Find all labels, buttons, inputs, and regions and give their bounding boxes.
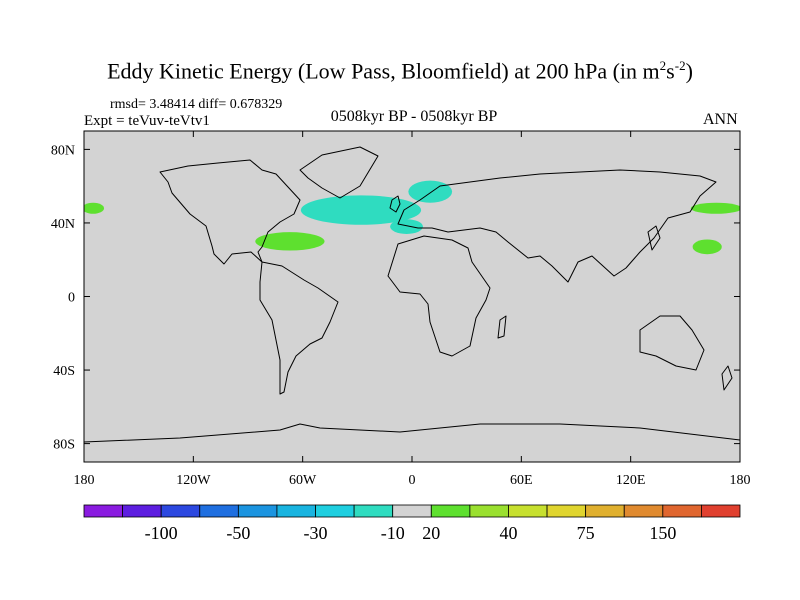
coast-south-america xyxy=(259,261,339,395)
lon-tick-label: 180 xyxy=(730,473,751,488)
coastlines xyxy=(84,146,740,443)
coast-africa xyxy=(387,235,491,357)
colorbar-swatch xyxy=(237,504,278,518)
anomaly-north-pacific-west-positive xyxy=(690,202,740,214)
lat-tick-label: 40N xyxy=(51,217,75,232)
lon-tick-label: 120W xyxy=(176,473,211,488)
colorbar-label: -100 xyxy=(145,523,178,543)
colorbar-swatch xyxy=(392,504,432,518)
plot-title: Eddy Kinetic Energy (Low Pass, Bloomfiel… xyxy=(107,58,693,84)
colorbar-swatch xyxy=(315,504,355,518)
season-label: ANN xyxy=(703,111,738,128)
anomaly-mediterranean-negative xyxy=(390,219,423,234)
colorbar-label: -10 xyxy=(381,523,405,543)
anomaly-north-pacific-east-positive xyxy=(84,202,105,214)
coast-australia xyxy=(639,315,705,371)
colorbar-swatch xyxy=(585,504,625,518)
colorbar-label: 150 xyxy=(649,523,676,543)
colorbar-swatch xyxy=(508,504,548,518)
lat-tick-label: 80S xyxy=(53,438,75,453)
coast-europe-asia xyxy=(397,169,717,283)
coast-new-zealand xyxy=(721,365,733,391)
colorbar-label: -50 xyxy=(226,523,250,543)
colorbar-swatch xyxy=(662,504,702,518)
colorbar-swatch xyxy=(122,504,162,518)
map-background xyxy=(84,131,740,462)
lon-tick-label: 60E xyxy=(510,473,533,488)
colorbar-swatch xyxy=(546,504,587,518)
coast-north-america xyxy=(159,159,301,265)
colorbar-label: 20 xyxy=(422,523,440,543)
colorbar-label: -30 xyxy=(304,523,328,543)
lat-tick-label: 0 xyxy=(68,291,75,306)
colorbar-swatch xyxy=(160,504,201,518)
colorbar-swatch xyxy=(701,504,741,518)
lon-tick-label: 60W xyxy=(289,473,317,488)
colorbar: -100 -50 -30 -10 20 40 75 150 xyxy=(83,504,741,543)
colorbar-swatch xyxy=(276,504,316,518)
colorbar-swatch xyxy=(199,504,239,518)
coast-antarctica xyxy=(84,423,740,443)
anomaly-subtropical-pacific-positive xyxy=(692,239,722,255)
colorbar-swatch xyxy=(469,504,509,518)
colorbar-label: 75 xyxy=(577,523,595,543)
lat-tick-label: 40S xyxy=(53,364,75,379)
colorbar-swatch xyxy=(353,504,394,518)
anomaly-subtropical-atlantic-positive xyxy=(255,232,325,251)
lat-tick-label: 80N xyxy=(51,143,75,158)
coast-japan xyxy=(647,225,661,251)
lon-tick-label: 0 xyxy=(409,473,416,488)
colorbar-swatch xyxy=(623,504,664,518)
coast-madagascar xyxy=(497,315,507,339)
period-label: 0508kyr BP - 0508kyr BP xyxy=(330,108,498,125)
lon-tick-label: 120E xyxy=(616,473,646,488)
experiment-label: Expt = teVuv-teVtv1 xyxy=(84,113,210,129)
colorbar-swatch xyxy=(430,504,471,518)
map-axes: 180 120W 60W 0 60E 120E 180 80N 40N 0 40S 80S xyxy=(51,131,751,488)
colorbar-label: 40 xyxy=(499,523,517,543)
stats-label: rmsd= 3.48414 diff= 0.678329 xyxy=(110,97,283,112)
coast-uk xyxy=(389,195,401,213)
lon-tick-label: 180 xyxy=(74,473,95,488)
coast-greenland xyxy=(299,146,379,199)
anomaly-scandinavia-negative xyxy=(408,180,453,203)
colorbar-swatch xyxy=(83,504,123,518)
